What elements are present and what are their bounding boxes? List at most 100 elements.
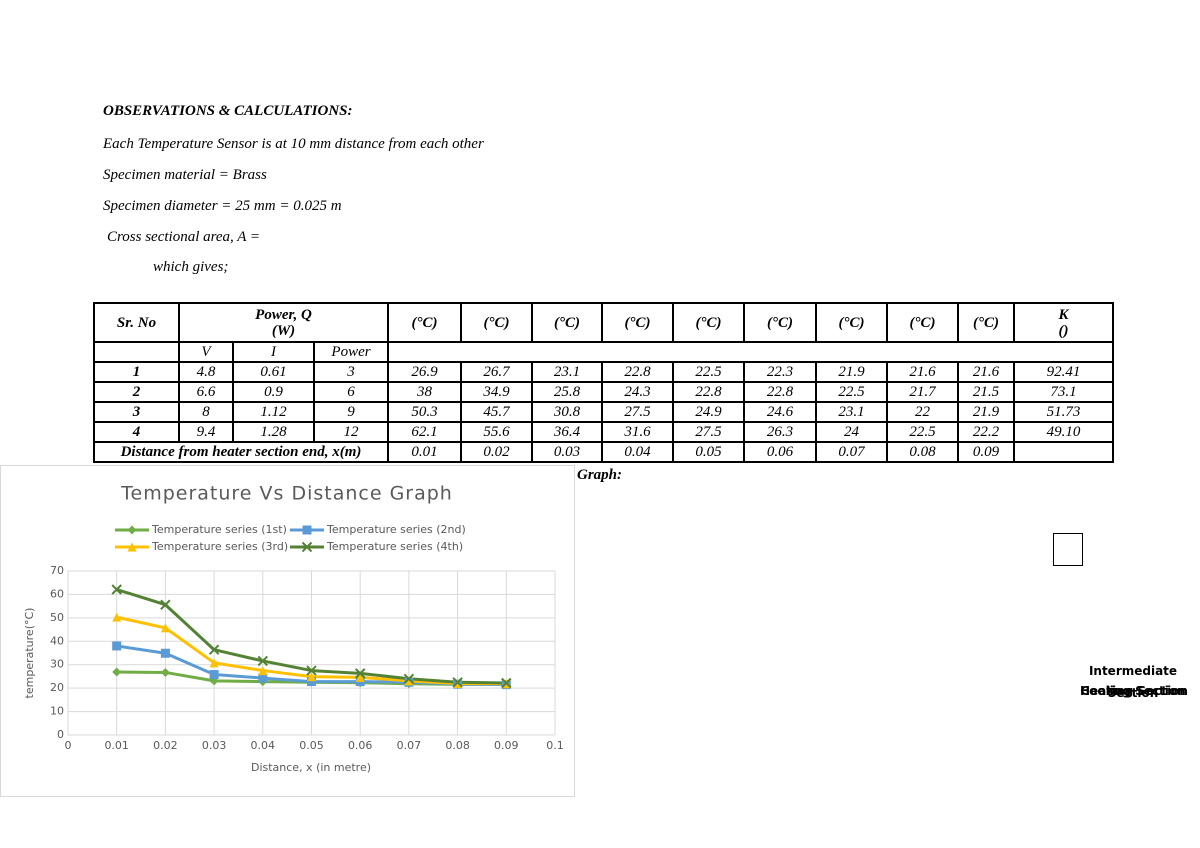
- marker: [111, 584, 122, 595]
- cell-text: 27.5: [695, 423, 722, 440]
- cell-text: 21.7: [909, 383, 936, 400]
- cell-text: 22.2: [972, 423, 1000, 440]
- table-cell: 1.12: [232, 401, 315, 423]
- table-row: 2 6.6 0.9 6 38 34.9 25.8 24.3 22.8 22.8 22.5 21.7 21…: [93, 381, 1114, 403]
- table-cell: 22.8: [601, 361, 674, 383]
- y-tick-label: 0: [57, 728, 64, 741]
- table-cell: 0.03: [531, 441, 603, 463]
- table-cell: (°C): [531, 302, 603, 343]
- observation-table: Sr. No Power, Q (W) (°C) (°C) (°C) (°C) (°C) (°C…: [93, 302, 1114, 463]
- cell-text: 24.9: [695, 403, 722, 420]
- marker: [307, 672, 316, 682]
- cell-text: (°C): [909, 314, 936, 331]
- cell-text: (°C): [411, 314, 438, 331]
- y-tick-label: 60: [50, 587, 64, 600]
- note: Specimen diameter = 25 mm = 0.025 m: [103, 198, 342, 214]
- cell-text: 22.5: [695, 363, 722, 380]
- note: Each Temperature Sensor is at 10 mm dist…: [103, 136, 484, 152]
- table-cell: 26.9: [387, 361, 462, 383]
- table-cell: 22.8: [672, 381, 745, 403]
- table-row: Sr. No Power, Q (W) (°C) (°C) (°C) (°C) (°C) (°C…: [93, 302, 1114, 343]
- cell-text: 9: [347, 403, 355, 420]
- table-cell: 1.28: [232, 421, 315, 443]
- marker: [208, 644, 220, 655]
- table-cell: 23.1: [815, 401, 888, 423]
- cell-text: 0.05: [695, 443, 722, 460]
- table-cell: 0.06: [743, 441, 817, 463]
- marker: [127, 525, 137, 535]
- marker: [160, 599, 171, 610]
- cell-text: 23.1: [553, 363, 581, 380]
- cell-text: 50.3: [411, 403, 438, 420]
- note: Specimen material = Brass: [103, 167, 267, 183]
- y-tick-label: 20: [50, 681, 64, 694]
- table-cell: (°C): [743, 302, 817, 343]
- y-axis-label: temperature(°C): [23, 608, 36, 699]
- table-cell: 21.7: [886, 381, 959, 403]
- cell-text: 62.1: [411, 423, 438, 440]
- table-cell: 22.3: [743, 361, 817, 383]
- x-tick-label: 0.07: [397, 739, 422, 752]
- table-row: 1 4.8 0.61 3 26.9 26.7 23.1 22.8 22.5 22.3 21.9 21.…: [93, 361, 1114, 383]
- marker: [209, 670, 219, 680]
- table-cell: 8: [178, 401, 234, 423]
- cell-text: Distance from heater section end, x(m): [120, 443, 362, 460]
- cell-text: 22.5: [838, 383, 865, 400]
- marker: [258, 666, 268, 676]
- table-cell: 9: [313, 401, 389, 423]
- cell-text: (°C): [554, 314, 580, 331]
- table-cell: Power: [313, 341, 389, 363]
- x-tick-label: 0.01: [104, 739, 129, 752]
- table-cell: 6.6: [178, 381, 234, 403]
- x-tick-label: 0: [65, 739, 72, 752]
- cell-text: 0.02: [483, 443, 510, 460]
- cell-text: 9.4: [196, 423, 216, 440]
- chart-frame: [0, 465, 575, 797]
- cell-text: (°C): [973, 314, 999, 331]
- y-tick-label: 70: [50, 564, 64, 577]
- marker: [403, 673, 415, 684]
- cell-text: 21.6: [972, 363, 1000, 380]
- cell-text: (): [1058, 322, 1069, 339]
- x-tick-label: 0.03: [202, 739, 227, 752]
- x-tick-label: 0.02: [153, 739, 178, 752]
- y-tick-label: 10: [50, 705, 64, 718]
- table-cell: 34.9: [460, 381, 533, 403]
- cell-text: 30.8: [553, 403, 581, 420]
- cell-text: 4.8: [196, 363, 216, 380]
- cell-text: 38: [417, 383, 432, 400]
- table-cell: (°C): [601, 302, 674, 343]
- table-cell: V: [178, 341, 234, 363]
- section-label: Intermediate Section: [1088, 664, 1178, 700]
- table-cell: 21.9: [815, 361, 888, 383]
- cell-text: 1: [132, 363, 141, 380]
- table-row: V I Power: [93, 341, 1114, 363]
- cell-text: 25.8: [553, 383, 581, 400]
- cell-text: 1.28: [260, 423, 287, 440]
- table-row: 3 8 1.12 9 50.3 45.7 30.8 27.5 24.9 24.6 23.1 22 21.…: [93, 401, 1114, 423]
- table-cell: (°C): [387, 302, 462, 343]
- cell-text: 49.10: [1046, 423, 1081, 440]
- cell-text: 36.4: [553, 423, 581, 440]
- legend-label: Temperature series (2nd): [326, 523, 466, 536]
- table-cell: 21.5: [957, 381, 1015, 403]
- marker: [112, 641, 122, 651]
- marker: [307, 677, 316, 687]
- checkbox[interactable]: [1053, 533, 1083, 566]
- cell-text: (W): [271, 322, 296, 339]
- table-cell: 0.04: [601, 441, 674, 463]
- note: Cross sectional area, A =: [107, 229, 261, 245]
- table-cell: 9.4: [178, 421, 234, 443]
- table-cell: 31.6: [601, 421, 674, 443]
- legend-label: Temperature series (4th): [326, 540, 463, 553]
- table-cell: (°C): [460, 302, 533, 343]
- legend-label: Temperature series (1st): [151, 523, 287, 536]
- marker: [127, 542, 137, 552]
- table-cell: 22: [886, 401, 959, 423]
- marker: [404, 676, 414, 686]
- table-cell: 12: [313, 421, 389, 443]
- cell-text: 2: [132, 383, 141, 400]
- y-tick-label: 50: [50, 611, 64, 624]
- table-cell: (°C): [886, 302, 959, 343]
- table-cell: (°C): [815, 302, 888, 343]
